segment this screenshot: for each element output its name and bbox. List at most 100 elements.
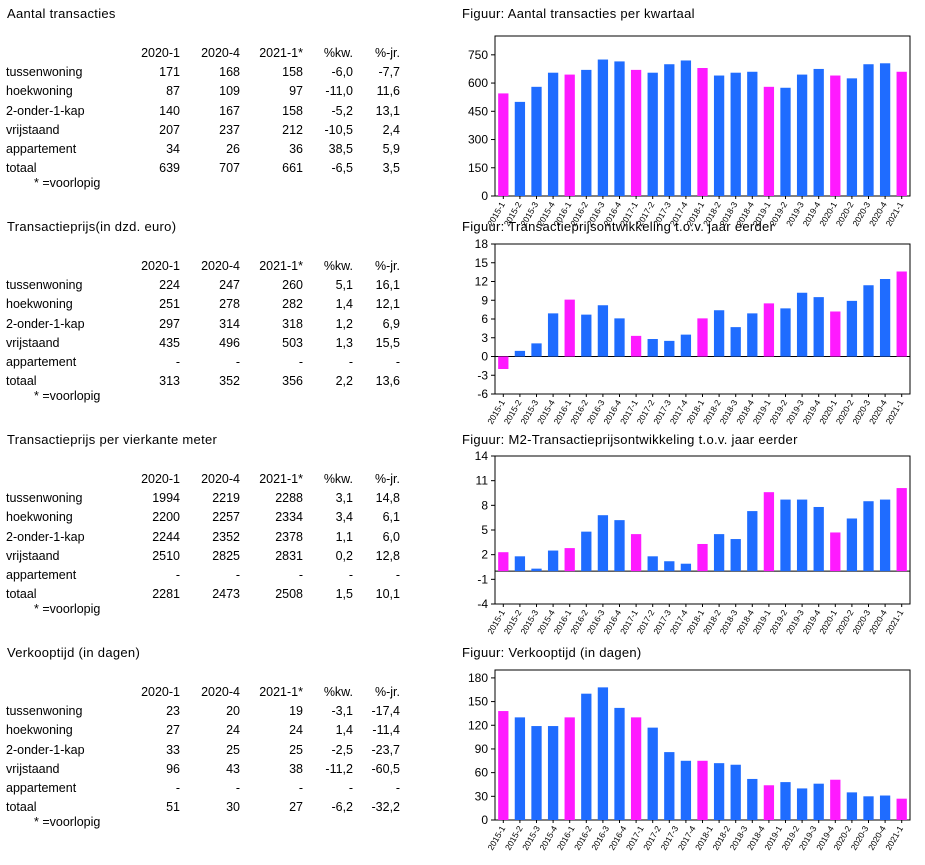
table-cell: - <box>395 355 400 370</box>
bar-2019-2 <box>780 499 791 572</box>
table-row: hoekwoning 251 278 282 1,4 12,1 <box>6 295 400 314</box>
y-tick-label: 150 <box>468 161 488 175</box>
table-cell: 14,8 <box>375 491 400 506</box>
section-title: Verkooptijd (in dagen) <box>7 645 141 660</box>
row-label: tussenwoning <box>6 704 83 719</box>
table-cell: 87 <box>166 84 180 99</box>
table-cell: -11,4 <box>372 723 400 738</box>
row-label: 2-onder-1-kap <box>6 529 85 544</box>
bar-2020-2 <box>846 792 858 820</box>
section-title: Aantal transacties <box>7 6 116 21</box>
table-section: Transactieprijs(in dzd. euro) 2020-1 2020-… <box>0 213 450 428</box>
table-cell: 2510 <box>152 548 180 563</box>
bar-2017-1 <box>630 534 642 572</box>
column-header: %kw. <box>323 46 353 60</box>
section-title: Transactieprijs(in dzd. euro) <box>7 219 177 234</box>
table-row: hoekwoning 2200 2257 2334 3,4 6,1 <box>6 508 400 527</box>
table-cell: 2288 <box>275 491 303 506</box>
column-header: 2020-1 <box>141 46 180 60</box>
bar-2018-4 <box>747 71 758 196</box>
table-row: 2-onder-1-kap 297 314 318 1,2 6,9 <box>6 315 400 334</box>
table-cell: 13,6 <box>375 374 400 389</box>
bar-2017-2 <box>647 339 658 357</box>
table-cell: 237 <box>219 122 240 137</box>
section-title: Transactieprijs per vierkante meter <box>7 432 218 447</box>
y-tick-label: 5 <box>481 523 488 537</box>
bar-2018-1 <box>697 760 708 820</box>
table-cell: 5,1 <box>335 278 353 293</box>
y-tick-label: 0 <box>481 350 488 364</box>
table-cell: 2473 <box>212 587 240 602</box>
table-cell: 6,9 <box>382 316 400 331</box>
table-cell: -7,7 <box>378 65 400 80</box>
table-row: 2-onder-1-kap 33 25 25 -2,5 -23,7 <box>6 741 400 760</box>
bar-2017-3 <box>664 64 675 196</box>
bar-2020-3 <box>863 796 874 820</box>
table-cell: 158 <box>282 65 303 80</box>
table-cell: 1,1 <box>335 529 353 544</box>
bar-chart: -4-125811142015-12015-22015-32015-42016-… <box>475 449 911 636</box>
y-tick-label: -6 <box>477 387 488 401</box>
row-label: totaal <box>6 587 37 602</box>
table-cell: 15,5 <box>375 335 400 350</box>
table-cell: 12,1 <box>375 297 400 312</box>
row-label: appartement <box>6 568 77 583</box>
table-cell: 313 <box>159 374 180 389</box>
y-tick-label: 12 <box>475 275 489 289</box>
row-label: appartement <box>6 355 77 370</box>
y-tick-label: 180 <box>468 671 488 685</box>
bar-2018-4 <box>747 778 758 820</box>
bar-2019-4 <box>813 297 824 357</box>
bar-2015-4 <box>547 726 559 820</box>
table-cell: - <box>395 568 400 583</box>
y-tick-label: 0 <box>481 189 488 203</box>
bar-2020-3 <box>863 501 874 572</box>
table-cell: 38 <box>289 761 303 776</box>
table-cell: -6,5 <box>331 161 353 176</box>
table-cell: 11,6 <box>376 84 400 99</box>
table-cell: 2508 <box>275 587 303 602</box>
table-cell: 6,0 <box>382 529 400 544</box>
table-cell: 356 <box>282 374 303 389</box>
table-cell: 1,4 <box>335 297 353 312</box>
bar-2016-3 <box>597 305 609 357</box>
bar-2020-2 <box>846 78 858 196</box>
bar-2018-1 <box>697 543 708 572</box>
table-cell: 2334 <box>275 510 303 525</box>
table-cell: - <box>348 355 353 370</box>
bar-2015-3 <box>531 726 542 820</box>
table-cell: 278 <box>219 297 240 312</box>
y-tick-label: 30 <box>475 789 489 803</box>
bar-2017-2 <box>647 556 658 572</box>
column-header: %-jr. <box>375 46 400 60</box>
table-cell: -23,7 <box>371 742 401 757</box>
table-cell: 6,1 <box>382 510 400 525</box>
table-cell: 207 <box>159 122 180 137</box>
table-row: tussenwoning 1994 2219 2288 3,1 14,8 <box>6 489 400 508</box>
bar-2016-4 <box>614 61 625 196</box>
column-header: 2020-1 <box>141 472 180 486</box>
bar-2015-2 <box>514 556 526 572</box>
table-cell: 2,2 <box>335 374 353 389</box>
row-label: 2-onder-1-kap <box>6 742 85 757</box>
row-label: 2-onder-1-kap <box>6 316 85 331</box>
table-cell: 314 <box>219 316 240 331</box>
row-label: vrijstaand <box>6 761 60 776</box>
table-cell: 297 <box>159 316 180 331</box>
y-tick-label: 8 <box>481 498 488 512</box>
table-cell: 19 <box>289 704 303 719</box>
table-cell: 33 <box>166 742 180 757</box>
bar-2020-1 <box>830 311 841 357</box>
bar-chart: 03060901201501802015-12015-22015-32015-4… <box>468 669 911 852</box>
row-label: tussenwoning <box>6 491 83 506</box>
bar-2015-2 <box>514 101 526 196</box>
table-cell: 51 <box>166 800 180 815</box>
bar-2015-2 <box>514 350 526 357</box>
bar-2016-4 <box>614 520 625 572</box>
table-cell: - <box>298 781 303 796</box>
bar-2019-2 <box>780 308 791 357</box>
bar-2019-3 <box>796 788 808 820</box>
chart-title: Figuur: Aantal transacties per kwartaal <box>462 6 695 21</box>
y-tick-label: -3 <box>477 368 488 382</box>
row-label: tussenwoning <box>6 65 83 80</box>
